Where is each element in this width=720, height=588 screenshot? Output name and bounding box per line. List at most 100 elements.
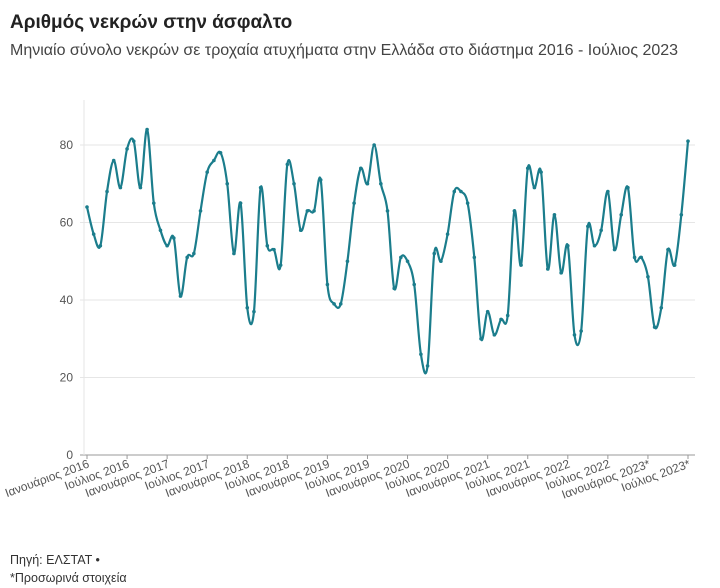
data-point — [285, 162, 290, 167]
data-point — [666, 247, 670, 252]
footnote: *Προσωρινά στοιχεία — [10, 571, 127, 585]
data-point — [405, 259, 410, 264]
data-point — [98, 243, 103, 248]
y-tick-label: 80 — [60, 138, 74, 152]
data-point — [552, 212, 557, 217]
data-point — [245, 305, 250, 310]
data-point — [205, 170, 209, 174]
data-point — [305, 209, 310, 213]
data-point — [332, 302, 336, 306]
data-point — [419, 352, 423, 357]
data-point — [532, 185, 537, 190]
chart-title: Αριθμός νεκρών στην άσφαλτο — [10, 12, 293, 33]
series-line — [85, 128, 690, 375]
data-point — [592, 243, 597, 248]
data-point — [659, 305, 664, 310]
data-point — [559, 271, 563, 275]
data-point — [165, 243, 169, 248]
data-point — [485, 309, 490, 314]
data-point — [278, 263, 283, 267]
data-point — [492, 333, 497, 337]
data-point — [358, 166, 363, 171]
data-point — [439, 259, 443, 264]
data-point — [412, 282, 417, 287]
data-point — [472, 255, 477, 260]
data-point — [612, 247, 617, 252]
data-point — [499, 317, 503, 322]
source-note: Πηγή: ΕΛΣΤΑΤ • — [10, 553, 100, 567]
data-point — [298, 228, 303, 233]
y-tick-label: 40 — [60, 293, 74, 307]
data-point — [632, 255, 637, 260]
data-point — [172, 236, 176, 240]
data-point — [545, 267, 550, 271]
data-point — [365, 181, 370, 186]
data-point — [626, 185, 630, 190]
data-point — [338, 302, 343, 306]
y-tick-label: 20 — [60, 371, 74, 385]
data-point — [619, 212, 624, 217]
data-point — [606, 189, 610, 194]
data-point — [198, 209, 203, 213]
data-point — [185, 255, 189, 260]
data-point — [432, 251, 437, 256]
data-point — [372, 143, 376, 147]
data-point — [252, 309, 256, 314]
data-point — [399, 255, 403, 260]
data-point — [459, 189, 463, 194]
data-point — [312, 209, 316, 213]
data-point — [392, 286, 396, 291]
data-point — [586, 224, 590, 229]
data-point — [212, 158, 216, 163]
data-point — [425, 364, 430, 368]
data-point — [445, 232, 450, 236]
data-point — [639, 255, 644, 260]
data-point — [118, 185, 123, 190]
data-point — [145, 127, 149, 132]
data-point — [539, 170, 543, 174]
data-point — [292, 181, 296, 186]
data-point — [646, 274, 650, 279]
data-point — [111, 158, 116, 163]
data-point — [465, 201, 470, 205]
data-point — [579, 329, 583, 333]
data-point — [238, 201, 243, 205]
data-point — [125, 147, 129, 151]
data-point — [599, 228, 603, 233]
data-point — [192, 251, 196, 256]
data-point — [672, 263, 677, 267]
data-point — [232, 251, 236, 256]
data-point — [479, 336, 483, 341]
data-point — [345, 259, 350, 264]
data-point — [131, 139, 136, 143]
y-tick-label: 0 — [66, 448, 73, 462]
chart-subtitle: Μηνιαίο σύνολο νεκρών σε τροχαία ατυχήμα… — [10, 42, 679, 59]
data-point — [272, 247, 276, 252]
data-point — [679, 212, 684, 217]
data-point — [379, 181, 383, 186]
data-point — [158, 228, 163, 233]
data-point — [318, 178, 323, 182]
data-point — [686, 139, 690, 143]
data-point — [519, 263, 523, 267]
data-point — [91, 232, 96, 236]
data-point — [325, 282, 330, 287]
data-point — [525, 166, 530, 171]
data-point — [151, 201, 156, 205]
data-point — [138, 185, 143, 190]
data-point — [225, 181, 230, 186]
data-point — [258, 185, 263, 190]
data-point — [452, 189, 457, 194]
data-point — [85, 205, 89, 209]
data-point — [385, 209, 390, 213]
y-tick-label: 60 — [60, 216, 74, 230]
data-point — [512, 209, 517, 213]
data-point — [652, 325, 657, 329]
data-point — [572, 333, 577, 337]
data-point — [178, 294, 183, 298]
data-point — [566, 243, 570, 248]
data-point — [352, 201, 356, 205]
data-point — [105, 189, 109, 194]
